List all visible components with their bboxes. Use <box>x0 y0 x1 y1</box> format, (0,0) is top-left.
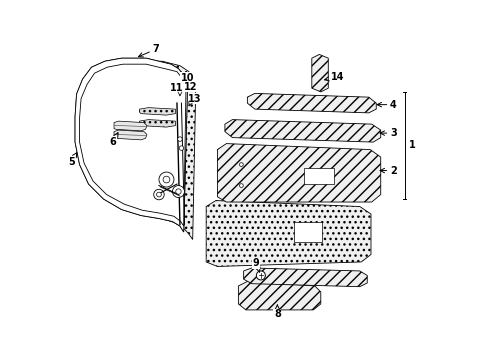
Circle shape <box>157 192 161 197</box>
Circle shape <box>256 271 266 280</box>
Text: 7: 7 <box>139 44 159 57</box>
Polygon shape <box>114 121 147 131</box>
Polygon shape <box>225 120 381 142</box>
Polygon shape <box>75 58 188 232</box>
Text: 14: 14 <box>324 72 344 82</box>
Polygon shape <box>79 64 186 226</box>
Text: 13: 13 <box>188 94 202 104</box>
Circle shape <box>240 184 243 188</box>
Circle shape <box>159 172 174 187</box>
Text: 8: 8 <box>274 305 281 319</box>
Text: 10: 10 <box>181 73 194 83</box>
Polygon shape <box>218 144 381 202</box>
Text: 5: 5 <box>68 153 77 167</box>
Text: 11: 11 <box>170 83 184 93</box>
Polygon shape <box>239 282 321 310</box>
Circle shape <box>176 189 181 194</box>
Text: 3: 3 <box>380 128 397 138</box>
Text: 12: 12 <box>184 82 197 92</box>
Polygon shape <box>140 120 175 127</box>
Polygon shape <box>75 58 188 232</box>
Circle shape <box>179 146 184 150</box>
Polygon shape <box>126 61 196 239</box>
Bar <box>304 167 334 184</box>
Text: 2: 2 <box>380 166 397 176</box>
Polygon shape <box>244 268 367 287</box>
Circle shape <box>163 176 170 183</box>
Text: 9: 9 <box>253 258 260 272</box>
Polygon shape <box>247 93 376 113</box>
Polygon shape <box>79 64 186 226</box>
Bar <box>294 222 322 242</box>
Polygon shape <box>312 54 328 92</box>
Text: 4: 4 <box>377 100 397 110</box>
Circle shape <box>172 185 184 198</box>
Circle shape <box>178 137 182 141</box>
Polygon shape <box>114 130 147 140</box>
Circle shape <box>240 163 243 166</box>
Text: 6: 6 <box>109 133 118 147</box>
Text: 1: 1 <box>409 140 416 150</box>
Polygon shape <box>206 201 371 266</box>
Polygon shape <box>140 108 175 115</box>
Circle shape <box>154 189 164 200</box>
